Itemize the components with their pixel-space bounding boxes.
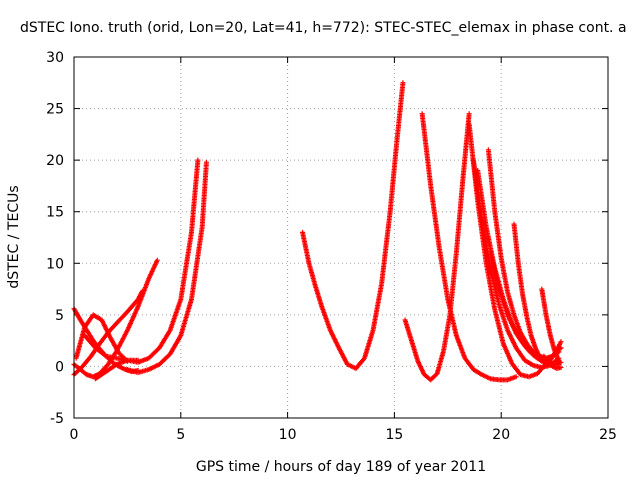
y-tick-label: 25 (46, 102, 64, 118)
y-tick-label: 15 (46, 205, 64, 221)
x-tick-label: 25 (599, 427, 617, 443)
data-point (195, 157, 201, 163)
y-axis-label: dSTEC / TECUs (6, 185, 22, 288)
x-tick-label: 5 (176, 427, 185, 443)
data-point (139, 288, 145, 294)
data-point (513, 374, 519, 380)
data-series (71, 80, 564, 383)
y-tick-label: 20 (46, 153, 64, 169)
x-tick-label: 0 (70, 427, 79, 443)
y-tick-label: 0 (55, 359, 64, 375)
series-10 (419, 111, 519, 383)
data-point (203, 159, 209, 165)
plot-frame (73, 56, 609, 419)
x-tick-label: 20 (492, 427, 510, 443)
series-17 (539, 286, 562, 364)
data-point (466, 111, 472, 117)
chart-title: dSTEC Iono. truth (orid, Lon=20, Lat=41,… (20, 20, 627, 36)
series-16 (511, 221, 564, 365)
series-15 (488, 250, 562, 367)
y-tick-label: -5 (50, 411, 64, 427)
y-tick-label: 10 (46, 256, 64, 272)
series-8 (300, 80, 406, 371)
data-point (556, 358, 562, 364)
axis-ticks: 0 5 10 15 20 25 -5 0 5 10 15 20 25 30 (46, 50, 617, 443)
data-point (540, 358, 546, 364)
series-11 (466, 121, 564, 380)
series-7 (124, 159, 209, 376)
x-axis-label: GPS time / hours of day 189 of year 2011 (196, 459, 486, 475)
data-point (558, 364, 564, 370)
data-point (558, 339, 564, 345)
data-point (400, 80, 406, 86)
series-18 (541, 353, 564, 371)
y-tick-label: 30 (46, 50, 64, 66)
x-tick-label: 10 (279, 427, 297, 443)
series-6 (92, 157, 201, 382)
x-tick-label: 15 (385, 427, 403, 443)
grid (74, 57, 608, 418)
data-point (154, 257, 160, 263)
series-9 (402, 111, 472, 383)
y-tick-label: 5 (55, 308, 64, 324)
